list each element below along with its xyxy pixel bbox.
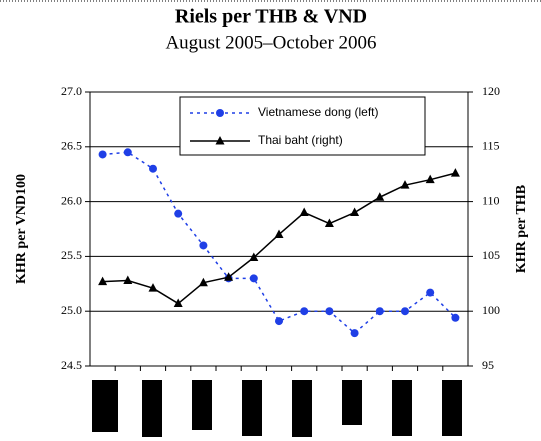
point <box>173 298 183 308</box>
point <box>123 275 133 285</box>
y-axis-title: KHR per VND100 <box>14 174 29 284</box>
y-tick-label: 27.0 <box>61 84 82 98</box>
point <box>174 209 183 218</box>
x-label-blocks <box>92 380 462 437</box>
plot-frame <box>89 91 469 367</box>
point <box>325 307 334 316</box>
point <box>426 288 435 297</box>
x-label-block <box>92 380 118 432</box>
y-tick-label: 25.5 <box>61 248 82 262</box>
y-tick-label: 26.5 <box>61 139 82 153</box>
series-line <box>102 172 456 305</box>
point <box>375 307 384 316</box>
point <box>198 277 208 287</box>
legend-label: Vietnamese dong (left) <box>258 105 379 119</box>
point <box>224 272 234 281</box>
x-label-block <box>292 380 312 437</box>
legend-box <box>179 96 426 156</box>
series <box>98 168 460 308</box>
y2-tick-label: 115 <box>482 139 500 153</box>
point <box>350 207 360 217</box>
y2-tick-label: 100 <box>482 303 500 317</box>
point <box>375 192 385 201</box>
point <box>401 307 409 316</box>
point <box>350 329 359 338</box>
point <box>425 174 435 184</box>
point <box>215 136 225 145</box>
point <box>216 109 224 117</box>
y2-tick-label: 110 <box>482 193 500 207</box>
y2-axis-title: KHR per THB <box>514 185 529 273</box>
chart-title: Riels per THB & VND <box>175 6 367 28</box>
series-line <box>102 151 456 335</box>
point <box>123 148 132 157</box>
point <box>199 241 208 250</box>
y-tick-label: 25.0 <box>61 303 82 317</box>
x-label-block <box>242 380 262 436</box>
point <box>299 207 309 217</box>
x-label-block <box>192 380 212 430</box>
point <box>98 150 107 159</box>
x-label-block <box>392 380 412 436</box>
y2-tick-label: 120 <box>482 84 500 98</box>
y2-tick-label: 105 <box>482 248 500 262</box>
point <box>300 307 309 316</box>
x-label-block <box>342 380 362 425</box>
point <box>275 317 283 326</box>
point <box>324 218 334 228</box>
y-tick-label: 26.0 <box>61 193 82 207</box>
series <box>98 148 460 338</box>
chart-subtitle: August 2005–October 2006 <box>165 32 376 53</box>
point <box>274 229 284 238</box>
x-label-block <box>142 380 162 437</box>
point <box>249 274 258 283</box>
x-label-block <box>442 380 462 436</box>
y2-tick-label: 95 <box>482 358 494 372</box>
legend-label: Thai baht (right) <box>258 133 343 147</box>
point <box>451 313 460 322</box>
point <box>149 164 157 173</box>
y-tick-label: 24.5 <box>61 358 82 372</box>
point <box>400 180 410 189</box>
point <box>450 168 460 177</box>
point <box>249 252 259 261</box>
point <box>148 283 158 292</box>
legend: Vietnamese dong (left) Thai baht (right) <box>179 96 426 156</box>
point <box>98 276 108 286</box>
